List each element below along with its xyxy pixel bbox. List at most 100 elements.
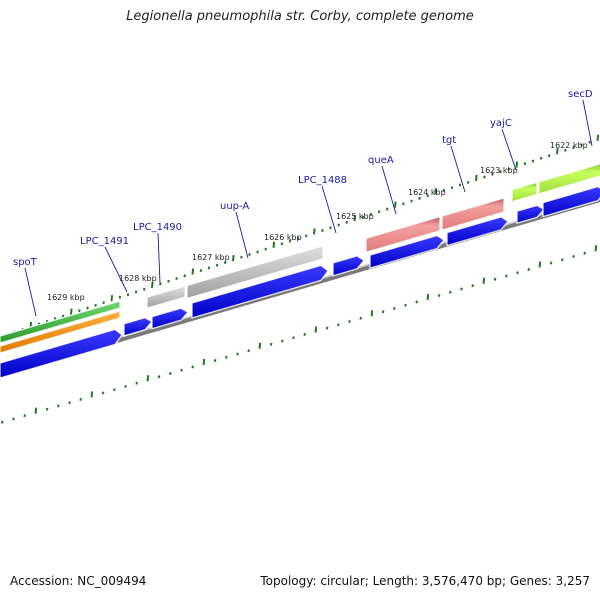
gene-label-lpc-1490[interactable]: LPC_1490	[133, 222, 182, 233]
tick-mark	[402, 202, 405, 206]
tick-mark	[515, 161, 519, 168]
feature-bar-gray-1	[146, 285, 186, 309]
gene-label-yajc[interactable]: yajC	[490, 118, 512, 129]
tick-mark	[110, 295, 114, 302]
inner-tick-mark	[113, 388, 116, 392]
inner-tick-mark	[460, 287, 463, 291]
inner-tick-mark	[23, 414, 26, 418]
inner-tick-mark	[135, 381, 138, 385]
tick-mark	[94, 303, 97, 307]
tick-mark	[588, 140, 591, 144]
tick-mark	[539, 156, 543, 160]
inner-tick-mark	[202, 358, 206, 366]
tick-mark	[345, 220, 348, 224]
inner-tick-mark	[101, 391, 105, 395]
inner-tick-mark	[325, 326, 329, 330]
footer-stats: Topology: circular; Length: 3,576,470 bp…	[260, 574, 590, 588]
gene-label-uup-a[interactable]: uup-A	[220, 201, 249, 212]
leader-line	[235, 211, 249, 259]
gene-label-leaders	[24, 99, 593, 317]
cds-track[interactable]	[0, 185, 600, 379]
cds-arrow-4	[191, 264, 329, 319]
tick-mark	[321, 228, 324, 232]
tick-mark	[556, 148, 559, 155]
tick-mark	[78, 309, 81, 313]
inner-tick-mark	[471, 284, 474, 288]
feature-bar-green	[0, 300, 121, 344]
tick-mark	[580, 143, 583, 147]
leader-line	[321, 185, 337, 234]
tick-mark	[572, 146, 575, 150]
tick-mark	[183, 274, 186, 278]
inner-tick-mark	[281, 339, 284, 343]
cds-arrow-6	[369, 234, 445, 269]
tick-mark	[499, 170, 502, 174]
inner-tick-mark	[34, 407, 38, 414]
tick-mark	[118, 295, 122, 299]
inner-tick-mark	[45, 407, 49, 411]
tick-mark	[151, 281, 154, 288]
kbp-label-1629: 1629 kbp	[47, 293, 85, 302]
tick-mark	[240, 255, 243, 259]
tick-mark	[394, 201, 397, 208]
inner-tick-mark	[572, 255, 575, 259]
leader-line	[157, 232, 161, 284]
gene-label-tgt[interactable]: tgt	[442, 135, 456, 146]
inner-tick-mark	[393, 307, 396, 310]
tick-mark	[337, 223, 340, 227]
cds-arrow-2	[123, 317, 153, 337]
tick-mark	[377, 210, 381, 214]
inner-tick-mark	[404, 303, 407, 307]
inner-tick-mark	[303, 332, 306, 336]
inner-tick-mark	[57, 404, 60, 408]
tick-mark	[102, 301, 105, 305]
tick-mark	[126, 293, 130, 297]
inner-tick-mark	[538, 261, 542, 268]
inner-tick-mark	[359, 316, 362, 320]
inner-tick-mark	[348, 319, 351, 323]
inner-tick-mark	[225, 355, 228, 359]
gene-label-lpc-1491[interactable]: LPC_1491	[80, 236, 129, 247]
tick-mark	[272, 241, 276, 248]
inner-tick-mark	[337, 323, 340, 327]
tick-mark	[86, 306, 89, 310]
kbp-label-1623: 1623 kbp	[480, 166, 518, 175]
inner-tick-mark	[292, 336, 295, 340]
gene-label-quea[interactable]: queA	[368, 155, 394, 166]
tick-mark	[369, 212, 373, 216]
tick-mark	[329, 226, 332, 230]
inner-tick-mark	[527, 268, 530, 271]
kbp-tick-ring	[5, 134, 600, 337]
gene-label-spoT[interactable]: spoT	[13, 257, 38, 268]
tick-mark	[596, 134, 600, 141]
inner-tick-mark	[381, 310, 385, 314]
gene-label-lpc-1488[interactable]: LPC_1488	[298, 175, 347, 186]
inner-tick-mark	[516, 271, 519, 275]
inner-tick-mark	[169, 371, 172, 375]
tick-mark	[547, 154, 551, 158]
tick-mark	[296, 236, 300, 240]
inner-tick-mark	[549, 261, 553, 265]
inner-tick-mark	[370, 310, 374, 317]
cds-arrow-8	[516, 204, 545, 225]
inner-tick-mark	[493, 277, 497, 281]
inner-tick-mark	[594, 245, 598, 252]
feature-bar-gray-2	[186, 244, 324, 300]
feature-bar-lime-1	[511, 181, 538, 203]
map-title: Legionella pneumophila str. Corby, compl…	[126, 9, 474, 24]
gene-label-secd[interactable]: secD	[568, 89, 593, 100]
inner-tick-mark	[68, 401, 71, 405]
tick-mark	[215, 263, 219, 267]
tick-mark	[531, 159, 535, 163]
tick-mark	[207, 266, 211, 270]
inner-tick-mark	[213, 358, 217, 362]
cds-arrow-7	[446, 216, 509, 247]
cds-arrow-9	[542, 185, 600, 218]
tick-mark	[304, 234, 308, 238]
inner-tick-mark	[247, 349, 250, 353]
kbp-label-1628: 1628 kbp	[119, 274, 157, 283]
tick-mark	[523, 162, 527, 166]
tick-mark	[353, 214, 357, 222]
inner-tick-mark	[146, 375, 150, 382]
feature-track[interactable]	[0, 163, 600, 354]
